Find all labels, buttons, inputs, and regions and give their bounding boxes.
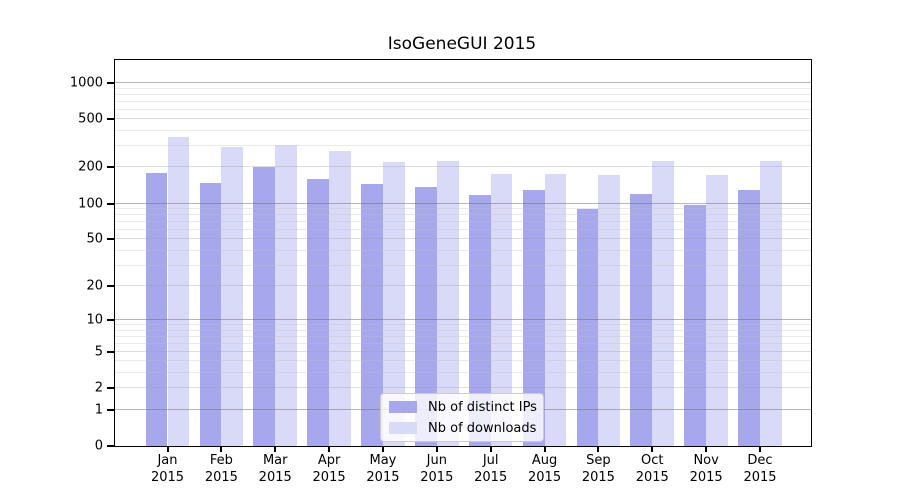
- y-tick-label-10: 10: [86, 312, 103, 328]
- x-tick-mark-nov: [705, 446, 708, 452]
- chart-title: IsoGeneGUI 2015: [387, 34, 537, 54]
- legend: Nb of distinct IPs Nb of downloads: [380, 393, 544, 442]
- bar-distinct-ips-dec: [738, 189, 760, 446]
- x-tick-mark-jul: [489, 446, 492, 452]
- gridline-900: [115, 87, 811, 89]
- y-tick-mark-500: [107, 118, 114, 121]
- x-tick-label-may: May 2015: [366, 453, 400, 485]
- y-tick-mark-1000: [107, 82, 114, 84]
- gridline-500: [115, 118, 811, 120]
- gridline-300: [115, 145, 811, 147]
- y-tick-mark-10: [107, 319, 114, 321]
- y-tick-label-0: 0: [94, 438, 103, 454]
- bar-downloads-apr: [329, 150, 351, 446]
- bar-distinct-ips-aug: [522, 189, 545, 446]
- x-tick-mark-apr: [328, 446, 331, 452]
- bar-downloads-may: [382, 162, 405, 446]
- bar-downloads-jul: [490, 173, 513, 446]
- x-tick-mark-mar: [274, 446, 277, 452]
- x-tick-label-oct: Oct 2015: [635, 453, 669, 485]
- bar-distinct-ips-sep: [576, 209, 599, 446]
- y-tick-label-1000: 1000: [69, 75, 103, 91]
- x-tick-mark-sep: [597, 446, 600, 452]
- gridline-1000: [115, 82, 811, 84]
- y-tick-label-200: 200: [78, 159, 103, 175]
- bar-distinct-ips-mar: [253, 167, 276, 446]
- y-tick-mark-200: [107, 166, 114, 169]
- x-tick-label-sep: Sep 2015: [581, 453, 615, 485]
- bar-distinct-ips-apr: [307, 179, 330, 446]
- x-tick-mark-aug: [543, 446, 546, 452]
- legend-item-downloads: Nb of downloads: [381, 420, 543, 437]
- y-tick-label-1: 1: [94, 402, 103, 418]
- x-tick-mark-dec: [759, 446, 761, 452]
- y-tick-mark-50: [107, 238, 114, 241]
- y-tick-mark-2: [107, 387, 114, 390]
- y-tick-mark-100: [107, 202, 114, 205]
- y-tick-mark-0: [107, 445, 114, 447]
- y-tick-mark-1: [107, 408, 114, 411]
- gridline-800: [115, 93, 811, 95]
- bar-distinct-ips-jan: [145, 172, 168, 446]
- bar-distinct-ips-nov: [684, 205, 707, 446]
- bar-downloads-jun: [436, 161, 459, 446]
- legend-swatch-downloads: [389, 422, 417, 434]
- x-tick-label-dec: Dec 2015: [743, 453, 777, 485]
- plot-area: Nb of distinct IPs Nb of downloads: [114, 59, 812, 447]
- x-tick-label-apr: Apr 2015: [312, 453, 346, 485]
- bar-distinct-ips-may: [361, 184, 383, 446]
- bar-downloads-oct: [652, 160, 675, 446]
- x-tick-mark-feb: [220, 446, 223, 452]
- y-tick-label-5: 5: [94, 344, 103, 360]
- x-tick-mark-oct: [651, 446, 654, 452]
- legend-swatch-distinct-ips: [389, 401, 417, 413]
- bar-distinct-ips-feb: [199, 183, 222, 446]
- x-tick-label-mar: Mar 2015: [258, 453, 292, 485]
- bar-downloads-dec: [760, 161, 782, 446]
- y-tick-label-500: 500: [78, 111, 103, 127]
- gridline-200: [115, 166, 811, 168]
- bar-downloads-nov: [706, 174, 728, 446]
- x-tick-mark-may: [381, 446, 384, 452]
- x-tick-label-aug: Aug 2015: [528, 453, 562, 485]
- y-tick-mark-20: [107, 285, 114, 288]
- bar-distinct-ips-jun: [415, 187, 437, 446]
- legend-label-distinct-ips: Nb of distinct IPs: [428, 399, 537, 415]
- y-tick-label-50: 50: [86, 231, 103, 247]
- x-tick-label-feb: Feb 2015: [204, 453, 238, 485]
- legend-label-downloads: Nb of downloads: [428, 420, 537, 436]
- x-tick-label-jun: Jun 2015: [420, 453, 454, 485]
- bar-downloads-feb: [221, 147, 244, 446]
- x-tick-label-nov: Nov 2015: [689, 453, 723, 485]
- y-tick-mark-5: [107, 350, 114, 353]
- bar-distinct-ips-jul: [468, 195, 491, 446]
- gridline-600: [115, 108, 811, 110]
- y-tick-label-100: 100: [78, 196, 103, 212]
- legend-item-distinct-ips: Nb of distinct IPs: [381, 399, 543, 416]
- x-tick-label-jan: Jan 2015: [150, 453, 185, 485]
- bar-downloads-jan: [167, 137, 190, 446]
- bar-distinct-ips-oct: [630, 194, 653, 446]
- y-tick-label-2: 2: [94, 380, 103, 396]
- bar-downloads-aug: [544, 173, 567, 446]
- gridline-400: [115, 130, 811, 132]
- bar-downloads-sep: [598, 174, 621, 446]
- x-tick-mark-jan: [166, 446, 169, 452]
- y-tick-label-20: 20: [86, 278, 103, 294]
- bar-downloads-mar: [275, 144, 298, 446]
- gridline-700: [115, 100, 811, 102]
- x-tick-mark-jun: [435, 446, 438, 452]
- x-tick-label-jul: Jul 2015: [474, 453, 508, 485]
